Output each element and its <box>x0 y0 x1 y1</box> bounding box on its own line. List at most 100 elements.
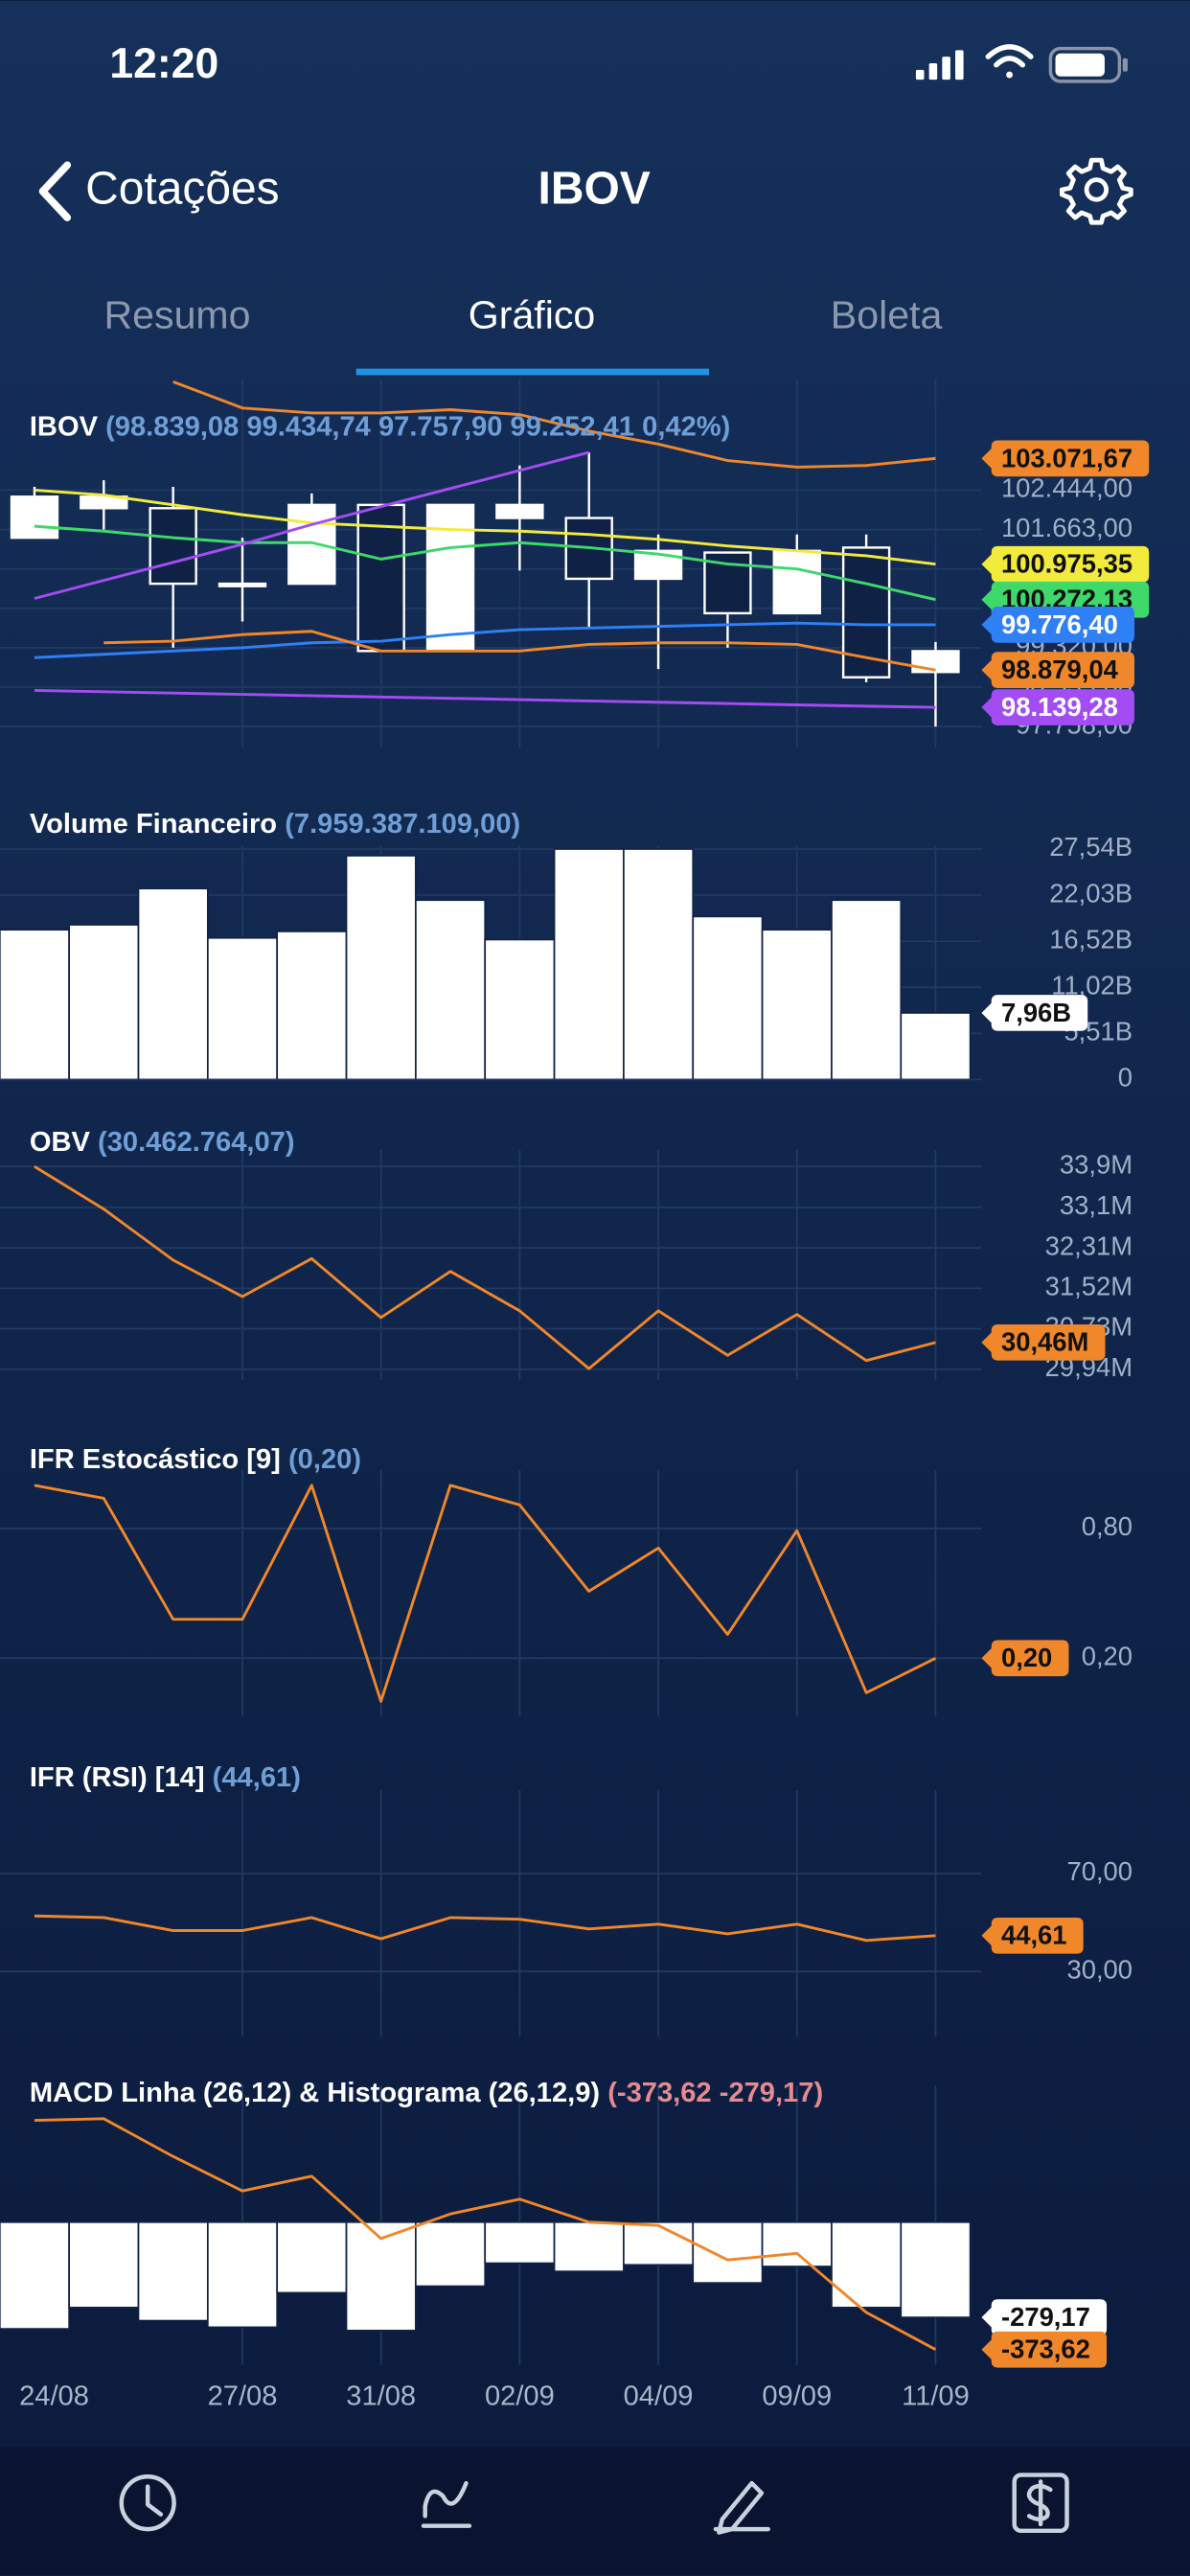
value-badge: 44,61 <box>981 1917 1084 1954</box>
tab[interactable]: Resumo <box>103 292 250 336</box>
panel: 70,00 30,00 IFR (RSI) [14] (44,61) 44,61 <box>0 1762 1133 2037</box>
y-tick-label: 0 <box>1118 1063 1133 1092</box>
line-series <box>103 630 936 672</box>
bar <box>68 924 140 1080</box>
plot <box>0 2117 972 2351</box>
bar <box>761 2220 833 2267</box>
panel: 102.444,00101.663,00100.882,00100.101,00… <box>0 378 1150 748</box>
panel-title: OBV (30.462.764,07) <box>30 1127 295 1158</box>
title: Volume Financeiro <box>30 809 277 840</box>
x-tick-label: 27/08 <box>208 2381 278 2412</box>
plot <box>34 1164 936 1370</box>
bar <box>0 929 71 1080</box>
badge-shape <box>981 1323 1106 1361</box>
battery-icon <box>1048 46 1128 83</box>
candle-body <box>495 503 544 519</box>
panel: MACD Linha (26,12) & Histograma (26,12,9… <box>0 2078 1108 2368</box>
value-badge: 100.975,35 <box>981 545 1150 583</box>
badge-shape <box>981 2331 1108 2368</box>
y-tick-label: 0,80 <box>1082 1511 1133 1541</box>
value-badge: 30,46M <box>981 1323 1106 1361</box>
bar <box>415 2220 487 2288</box>
badge-label: 98.139,28 <box>1001 692 1118 722</box>
value-badge: 103.071,67 <box>981 440 1150 477</box>
readout: (7.959.387.109,00) <box>285 809 520 840</box>
title: IFR (RSI) [14] <box>30 1762 205 1793</box>
badge-shape <box>981 995 1088 1031</box>
badge-label: 99.776,40 <box>1001 610 1118 639</box>
draw-icon[interactable] <box>713 2480 770 2535</box>
tab-active[interactable]: Gráfico <box>469 292 596 336</box>
badge-shape <box>981 2299 1108 2335</box>
y-tick-label: 33,9M <box>1060 1149 1133 1179</box>
y-tick-label: 22,03B <box>1049 878 1133 908</box>
settings-icon[interactable] <box>1059 157 1133 225</box>
value-badge: 0,20 <box>981 1640 1069 1677</box>
wifi-icon <box>985 44 1034 79</box>
line-series <box>172 380 936 469</box>
bar <box>831 899 903 1080</box>
y-tick-label: 32,31M <box>1045 1230 1133 1260</box>
trade-icon[interactable] <box>1012 2472 1069 2534</box>
line-series <box>34 1484 937 1703</box>
panel-title: IFR (RSI) [14] (44,61) <box>30 1762 301 1793</box>
bar <box>761 929 833 1080</box>
bar <box>206 2220 279 2329</box>
back-button[interactable]: Cotações <box>85 163 280 214</box>
candle-body <box>356 503 405 653</box>
tab[interactable]: Boleta <box>831 292 943 336</box>
back-chevron[interactable] <box>38 161 72 221</box>
bar <box>900 2220 972 2318</box>
indicators-icon[interactable] <box>421 2480 472 2528</box>
value-badge: 98.139,28 <box>981 689 1134 725</box>
plot <box>34 1914 936 1943</box>
readout: (30.462.764,07) <box>98 1127 295 1158</box>
badge-shape <box>981 652 1134 688</box>
title: IBOV <box>30 411 99 442</box>
readout: (98.839,08 99.434,74 97.757,90 99.252,41… <box>105 411 730 442</box>
y-tick-label: 102.444,00 <box>1001 473 1133 503</box>
x-tick-label: 04/09 <box>624 2381 694 2412</box>
y-tick-label: 31,52M <box>1045 1272 1133 1301</box>
tab-bar <box>0 2447 1190 2576</box>
line-series <box>34 688 936 709</box>
bar <box>900 1012 972 1080</box>
panel-title: IBOV (98.839,08 99.434,74 97.757,90 99.2… <box>30 411 731 442</box>
badge-label: 98.879,04 <box>1001 655 1119 684</box>
plot <box>0 848 972 1080</box>
y-tick-label: 101.663,00 <box>1001 513 1133 542</box>
badge-shape <box>981 607 1134 643</box>
title: OBV <box>30 1127 91 1158</box>
bar <box>345 855 417 1080</box>
bar <box>692 2220 764 2285</box>
line-series <box>34 524 936 602</box>
history-icon[interactable] <box>119 2474 176 2532</box>
badge-label: 7,96B <box>1001 998 1071 1027</box>
badge-shape <box>981 1640 1069 1677</box>
panel-title: Volume Financeiro (7.959.387.109,00) <box>30 809 520 840</box>
bar <box>276 2220 348 2294</box>
x-tick-label: 11/09 <box>902 2381 970 2412</box>
badge-label: 103.071,67 <box>1001 443 1133 472</box>
bar <box>0 2220 71 2330</box>
bar <box>623 848 695 1080</box>
candle-body <box>772 549 821 615</box>
bar <box>137 2220 209 2322</box>
badge-shape <box>981 545 1150 583</box>
value-badge: -373,62 <box>981 2331 1108 2368</box>
y-tick-label: 0,20 <box>1082 1641 1133 1670</box>
x-tick-label: 09/09 <box>762 2381 832 2412</box>
badge-label: -373,62 <box>1001 2334 1090 2364</box>
y-tick-label: 33,1M <box>1060 1190 1133 1220</box>
y-tick-label: 30,00 <box>1066 1954 1133 1984</box>
badge-shape <box>981 1917 1084 1954</box>
value-badge: 7,96B <box>981 995 1088 1031</box>
bar <box>345 2220 417 2332</box>
candle-body <box>10 495 59 540</box>
readout: (0,20) <box>288 1444 361 1475</box>
candle-body <box>80 495 128 510</box>
